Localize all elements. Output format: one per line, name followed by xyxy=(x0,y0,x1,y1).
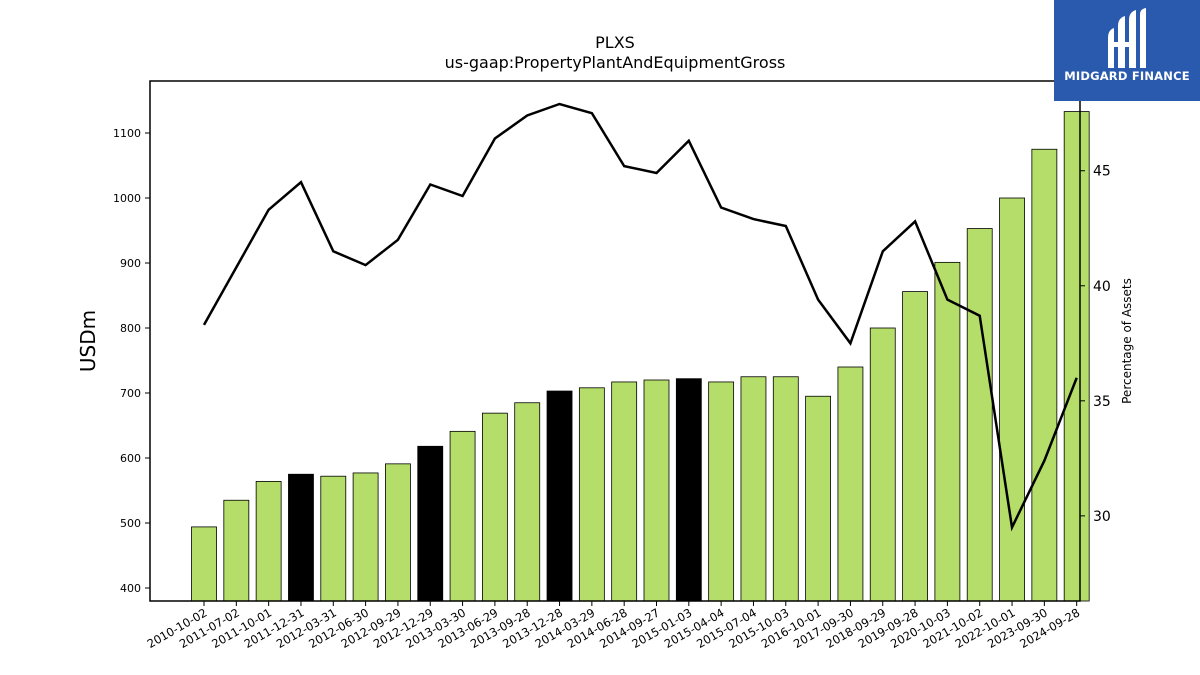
logo-text: MIDGARD FINANCE xyxy=(1064,69,1190,83)
midgard-finance-logo: MIDGARD FINANCE xyxy=(1054,0,1200,101)
bar-2020-10-03 xyxy=(934,261,961,602)
y2-tick-label: 40 xyxy=(1093,279,1111,295)
y-tick-label: 400 xyxy=(120,582,141,595)
bar-2014-06-28 xyxy=(611,381,638,602)
y2-tick-label: 35 xyxy=(1093,394,1111,410)
bar-2014-09-27 xyxy=(643,379,670,602)
bar-2013-03-30 xyxy=(449,430,476,602)
line-group xyxy=(202,102,1078,532)
y-ticks: 400 500 600 700 800 900 1000 1100 xyxy=(113,127,150,595)
bar-2018-09-29 xyxy=(869,327,896,602)
bar-2011-12-31 xyxy=(288,473,314,602)
bar-2011-07-02 xyxy=(223,499,250,602)
bar-2012-03-31 xyxy=(320,475,347,602)
y-tick-label: 900 xyxy=(120,257,141,270)
y-tick-label: 700 xyxy=(120,387,141,400)
bar-2012-06-30 xyxy=(352,472,379,602)
bar-2013-12-28 xyxy=(546,390,573,602)
bar-2013-06-29 xyxy=(481,412,508,602)
y-tick-label: 1100 xyxy=(113,127,141,140)
y-tick-label: 600 xyxy=(120,452,141,465)
bar-2023-09-30 xyxy=(1031,148,1058,602)
bar-2022-10-01 xyxy=(999,197,1025,602)
chart-subtitle: us-gaap:PropertyPlantAndEquipmentGross xyxy=(445,53,786,72)
midgard-logo-icon xyxy=(1108,8,1146,68)
bar-2012-09-29 xyxy=(385,463,411,602)
x-ticks: 2010-10-022011-07-022011-10-012011-12-31… xyxy=(145,601,1082,651)
bar-2015-04-04 xyxy=(708,381,735,602)
chart-title: PLXS xyxy=(595,33,635,52)
y-tick-label: 1000 xyxy=(113,192,141,205)
bar-2011-10-01 xyxy=(255,480,282,602)
bar-2010-10-02 xyxy=(191,526,217,602)
bar-2013-09-28 xyxy=(514,402,541,602)
bar-2012-12-29 xyxy=(417,445,444,602)
y2-tick-label: 30 xyxy=(1093,509,1111,525)
y-tick-label: 800 xyxy=(120,322,141,335)
bar-2017-09-30 xyxy=(837,366,864,602)
bar-2015-07-04 xyxy=(740,376,767,602)
bar-2015-10-03 xyxy=(772,376,799,602)
y-axis-label: USDm xyxy=(76,310,100,372)
percentage-line xyxy=(202,102,1078,532)
y2-ticks: 30 35 40 45 xyxy=(1080,164,1111,525)
y-tick-label: 500 xyxy=(120,517,141,530)
plot-frame xyxy=(149,80,1081,602)
bars-group xyxy=(191,111,1090,602)
bar-2024-09-28 xyxy=(1063,111,1090,602)
bar-2021-10-02 xyxy=(966,228,993,602)
y2-tick-label: 45 xyxy=(1093,164,1111,180)
bar-2014-03-29 xyxy=(578,387,605,602)
y2-axis-label: Percentage of Assets xyxy=(1120,278,1134,404)
bar-2019-09-28 xyxy=(902,291,928,602)
bar-2015-01-03 xyxy=(675,378,702,602)
bar-2016-10-01 xyxy=(805,395,832,602)
